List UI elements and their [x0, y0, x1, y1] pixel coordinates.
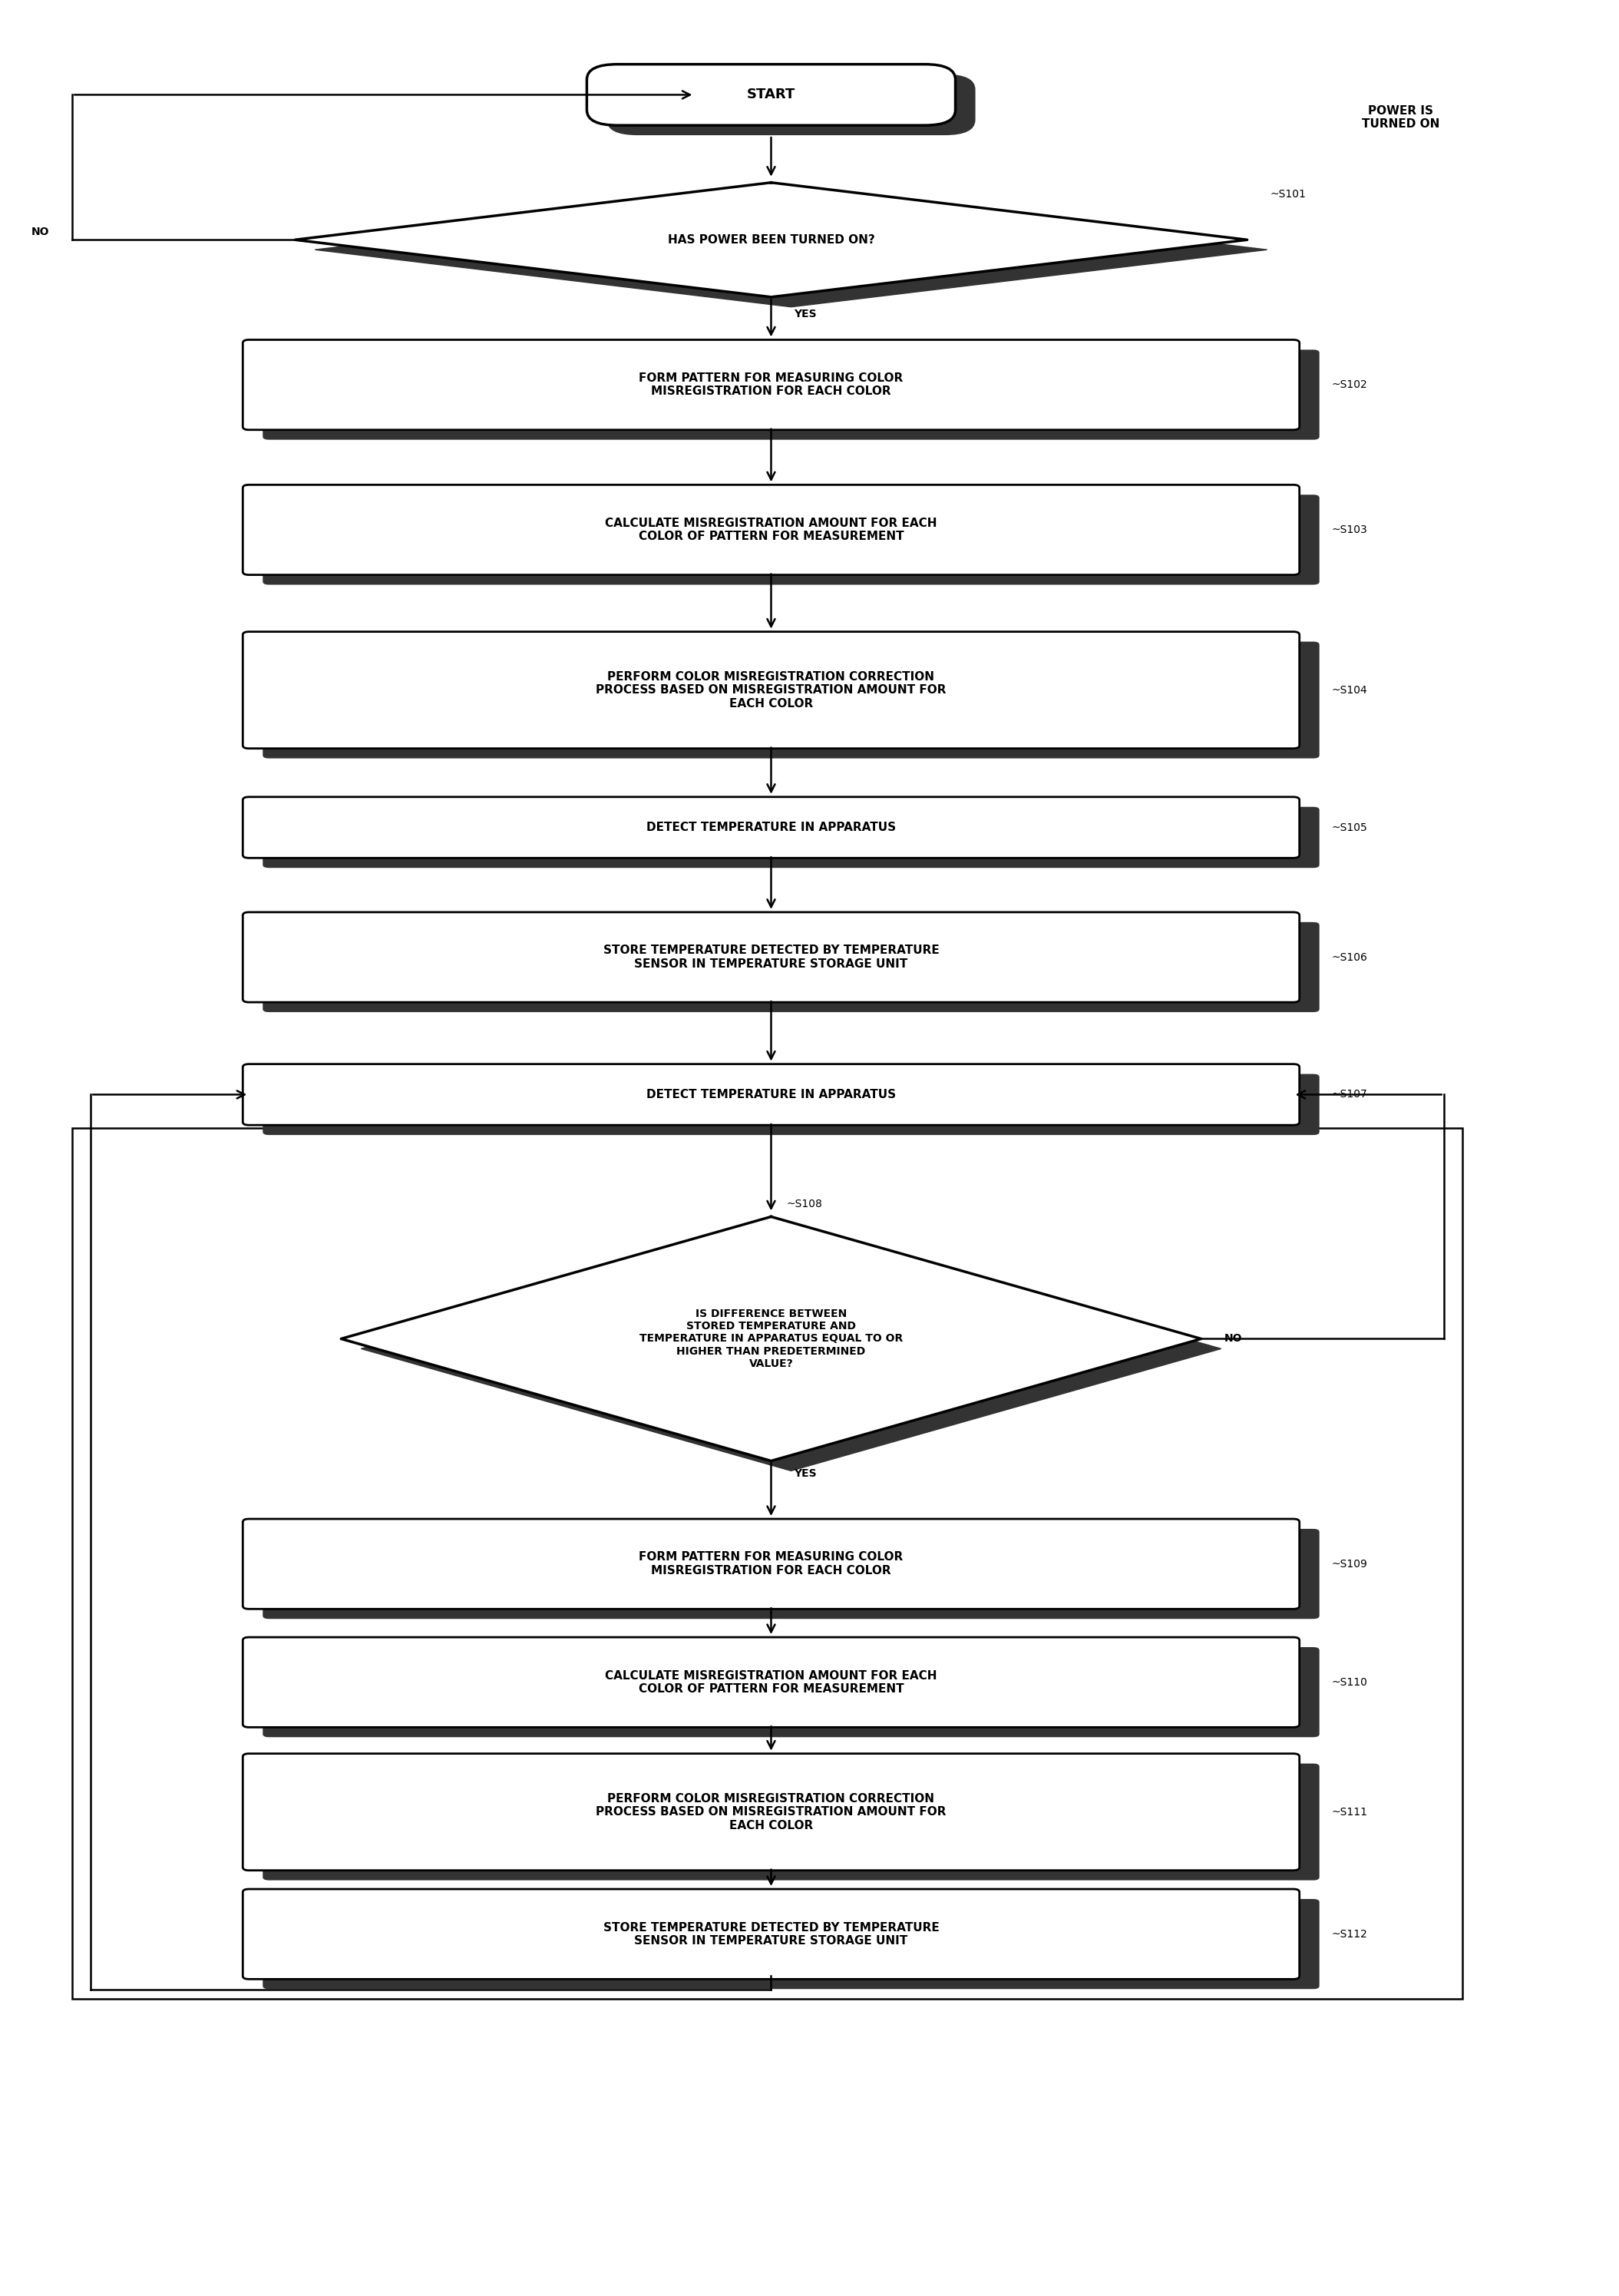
FancyBboxPatch shape [262, 494, 1319, 585]
FancyBboxPatch shape [262, 1529, 1319, 1619]
FancyBboxPatch shape [262, 923, 1319, 1013]
FancyBboxPatch shape [243, 340, 1300, 429]
Text: YES: YES [795, 308, 818, 319]
FancyBboxPatch shape [262, 806, 1319, 868]
Text: FORM PATTERN FOR MEASURING COLOR
MISREGISTRATION FOR EACH COLOR: FORM PATTERN FOR MEASURING COLOR MISREGI… [640, 1552, 903, 1577]
Text: ~S111: ~S111 [1332, 1807, 1368, 1818]
FancyBboxPatch shape [243, 1063, 1300, 1125]
Text: CALCULATE MISREGISTRATION AMOUNT FOR EACH
COLOR OF PATTERN FOR MEASUREMENT: CALCULATE MISREGISTRATION AMOUNT FOR EAC… [606, 517, 937, 542]
Text: ~S101: ~S101 [1271, 188, 1307, 200]
Text: HAS POWER BEEN TURNED ON?: HAS POWER BEEN TURNED ON? [667, 234, 874, 246]
Text: ~S102: ~S102 [1332, 379, 1368, 390]
Polygon shape [316, 193, 1268, 308]
Polygon shape [342, 1217, 1201, 1460]
Text: NO: NO [1224, 1334, 1242, 1343]
Text: START: START [746, 87, 795, 101]
FancyBboxPatch shape [243, 631, 1300, 748]
Text: ~S106: ~S106 [1332, 953, 1368, 962]
FancyBboxPatch shape [243, 1637, 1300, 1727]
FancyBboxPatch shape [243, 1520, 1300, 1609]
Text: PERFORM COLOR MISREGISTRATION CORRECTION
PROCESS BASED ON MISREGISTRATION AMOUNT: PERFORM COLOR MISREGISTRATION CORRECTION… [596, 670, 947, 709]
Text: ~S112: ~S112 [1332, 1929, 1368, 1940]
Text: POWER IS
TURNED ON: POWER IS TURNED ON [1362, 106, 1439, 131]
Text: YES: YES [795, 1469, 818, 1479]
Text: ~S103: ~S103 [1332, 523, 1368, 535]
Text: ~S110: ~S110 [1332, 1676, 1368, 1688]
Text: ~S108: ~S108 [787, 1199, 822, 1210]
FancyBboxPatch shape [262, 1646, 1319, 1738]
Text: STORE TEMPERATURE DETECTED BY TEMPERATURE
SENSOR IN TEMPERATURE STORAGE UNIT: STORE TEMPERATURE DETECTED BY TEMPERATUR… [604, 1922, 939, 1947]
Text: PERFORM COLOR MISREGISTRATION CORRECTION
PROCESS BASED ON MISREGISTRATION AMOUNT: PERFORM COLOR MISREGISTRATION CORRECTION… [596, 1793, 947, 1832]
FancyBboxPatch shape [262, 349, 1319, 441]
FancyBboxPatch shape [262, 1075, 1319, 1134]
FancyBboxPatch shape [262, 1899, 1319, 1988]
FancyBboxPatch shape [243, 1754, 1300, 1871]
Bar [73, 1127, 1462, 2000]
FancyBboxPatch shape [262, 641, 1319, 758]
Polygon shape [361, 1226, 1221, 1472]
Text: FORM PATTERN FOR MEASURING COLOR
MISREGISTRATION FOR EACH COLOR: FORM PATTERN FOR MEASURING COLOR MISREGI… [640, 372, 903, 397]
FancyBboxPatch shape [243, 912, 1300, 1003]
FancyBboxPatch shape [586, 64, 955, 126]
Text: ~S107: ~S107 [1332, 1088, 1368, 1100]
FancyBboxPatch shape [243, 797, 1300, 859]
FancyBboxPatch shape [262, 1763, 1319, 1880]
Text: NO: NO [31, 227, 49, 236]
FancyBboxPatch shape [607, 73, 975, 135]
Text: ~S109: ~S109 [1332, 1559, 1368, 1570]
Text: ~S104: ~S104 [1332, 684, 1368, 696]
FancyBboxPatch shape [243, 1890, 1300, 1979]
Text: CALCULATE MISREGISTRATION AMOUNT FOR EACH
COLOR OF PATTERN FOR MEASUREMENT: CALCULATE MISREGISTRATION AMOUNT FOR EAC… [606, 1669, 937, 1694]
Text: DETECT TEMPERATURE IN APPARATUS: DETECT TEMPERATURE IN APPARATUS [646, 822, 895, 833]
Polygon shape [295, 184, 1247, 296]
FancyBboxPatch shape [243, 484, 1300, 574]
Text: DETECT TEMPERATURE IN APPARATUS: DETECT TEMPERATURE IN APPARATUS [646, 1088, 895, 1100]
Text: IS DIFFERENCE BETWEEN
STORED TEMPERATURE AND
TEMPERATURE IN APPARATUS EQUAL TO O: IS DIFFERENCE BETWEEN STORED TEMPERATURE… [640, 1309, 903, 1368]
Text: ~S105: ~S105 [1332, 822, 1368, 833]
Text: STORE TEMPERATURE DETECTED BY TEMPERATURE
SENSOR IN TEMPERATURE STORAGE UNIT: STORE TEMPERATURE DETECTED BY TEMPERATUR… [604, 944, 939, 969]
